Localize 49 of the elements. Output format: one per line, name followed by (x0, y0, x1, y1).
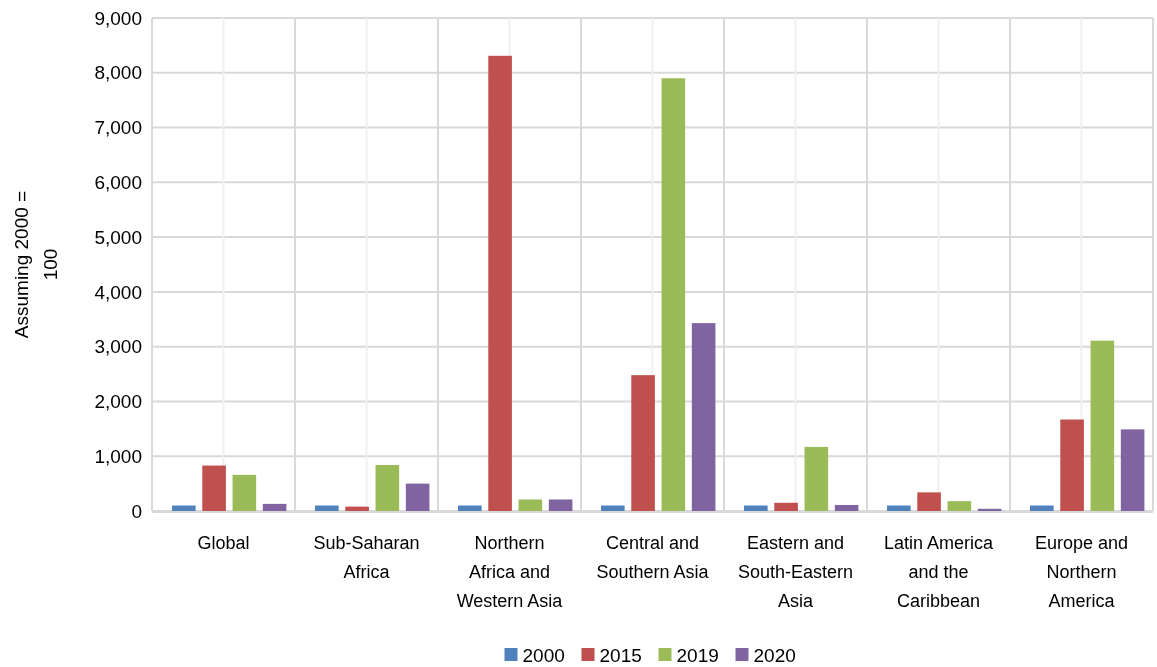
y-tick-label: 5,000 (94, 226, 142, 248)
bar (488, 55, 512, 511)
y-tick-label: 6,000 (94, 171, 142, 193)
bar (691, 323, 716, 511)
bar (1060, 419, 1084, 511)
bar (947, 501, 972, 511)
bar (405, 483, 430, 511)
bar (1120, 429, 1145, 511)
bar (834, 504, 859, 511)
x-tick-label: Central and Southern Asia (596, 533, 710, 582)
x-tick-label: Europe and Northern America (1034, 533, 1129, 611)
y-tick-label: 7,000 (94, 117, 142, 139)
y-axis-title: Assuming 2000 = 100 (11, 190, 61, 339)
bar (744, 505, 768, 511)
x-tick-label: Latin America and the Caribbean (883, 533, 995, 611)
bar (1090, 340, 1115, 511)
legend-label: 2000 (522, 644, 565, 666)
y-tick-label: 2,000 (94, 391, 142, 413)
bar (804, 446, 829, 511)
bar (548, 499, 573, 511)
y-tick-label: 0 (131, 500, 142, 522)
x-tick-label: Global (197, 533, 250, 553)
bar (172, 505, 196, 511)
bar (315, 505, 339, 511)
bar (375, 464, 400, 511)
y-tick-label: 4,000 (94, 281, 142, 303)
bar (1030, 505, 1054, 511)
bar (202, 465, 226, 511)
bar (917, 492, 941, 511)
bar (774, 502, 798, 511)
bar (601, 505, 625, 511)
y-tick-label: 8,000 (94, 62, 142, 84)
y-tick-label: 1,000 (94, 445, 142, 467)
bar (345, 506, 369, 511)
legend-label: 2015 (599, 644, 642, 666)
bar (518, 499, 543, 511)
legend-label: 2019 (676, 644, 719, 666)
x-tick-label: Sub-Saharan Africa (313, 533, 420, 582)
legend-label: 2020 (753, 644, 796, 666)
y-tick-label: 3,000 (94, 336, 142, 358)
bar (887, 505, 911, 511)
y-tick-label: 9,000 (94, 7, 142, 29)
bar (262, 503, 287, 511)
bar (661, 78, 686, 511)
bar (458, 505, 482, 511)
x-tick-label: Eastern and South-Eastern Asia (737, 533, 854, 611)
bar (631, 375, 655, 511)
x-tick-label: Northern Africa and Western Asia (456, 533, 564, 611)
bar (232, 474, 257, 511)
